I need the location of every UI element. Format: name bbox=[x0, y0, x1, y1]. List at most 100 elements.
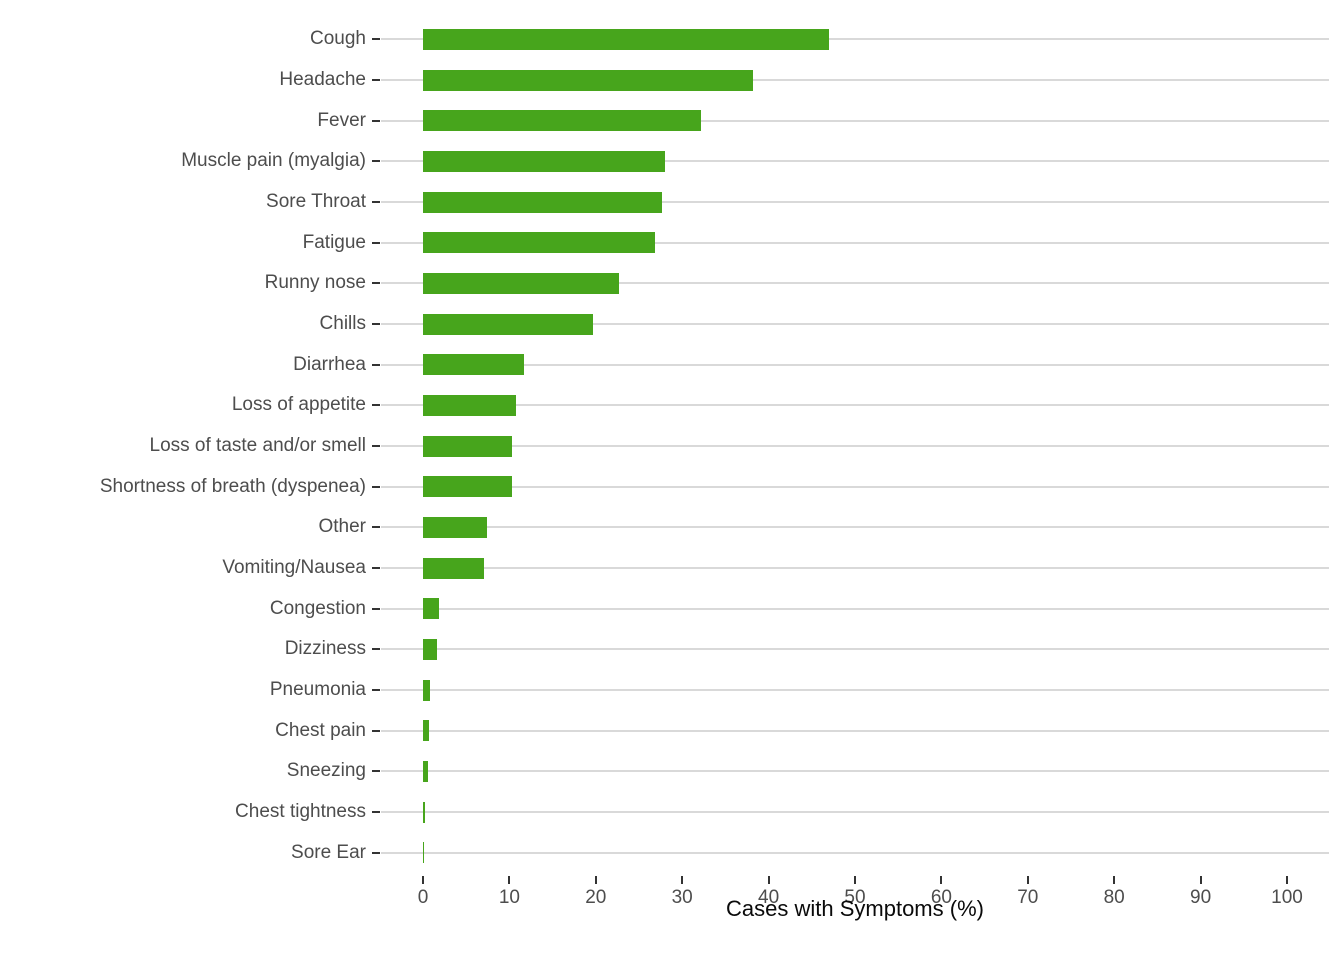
x-axis-tick-label: 0 bbox=[417, 887, 429, 908]
row-gridline bbox=[381, 445, 1329, 447]
y-axis-label: Dizziness bbox=[284, 638, 366, 660]
row-gridline bbox=[381, 851, 1329, 854]
row-gridline bbox=[381, 404, 1329, 407]
bar bbox=[423, 272, 620, 294]
x-axis-tick bbox=[422, 876, 424, 884]
row-gridline bbox=[381, 485, 1329, 488]
x-axis-tick-label: 10 bbox=[498, 887, 520, 908]
x-axis-tick-label: 80 bbox=[1103, 887, 1125, 908]
x-axis-tick-label: 70 bbox=[1017, 887, 1039, 908]
row-gridline bbox=[381, 160, 1329, 163]
row-gridline bbox=[381, 38, 1329, 41]
bar bbox=[423, 232, 655, 254]
y-axis-tick bbox=[372, 445, 380, 447]
y-axis-label: Shortness of breath (dyspenea) bbox=[99, 475, 366, 497]
x-axis-tick-label: 20 bbox=[585, 887, 607, 908]
y-axis-tick bbox=[372, 485, 380, 488]
y-axis-label: Pneumonia bbox=[269, 679, 366, 700]
chart-panel bbox=[381, 19, 1329, 873]
x-axis-tick bbox=[854, 876, 856, 884]
y-axis-label: Muscle pain (myalgia) bbox=[181, 150, 366, 172]
bar bbox=[423, 69, 754, 91]
row-gridline bbox=[381, 79, 1329, 81]
x-axis-tick-label: 40 bbox=[758, 887, 780, 908]
bar bbox=[423, 842, 424, 864]
x-axis-tick bbox=[940, 876, 943, 884]
y-axis-label: Diarrhea bbox=[293, 353, 366, 375]
y-axis-tick bbox=[372, 729, 380, 732]
x-axis-tick bbox=[767, 876, 770, 884]
bar bbox=[423, 801, 426, 823]
y-axis-tick bbox=[372, 160, 380, 163]
x-axis-tick bbox=[1113, 876, 1116, 884]
x-axis-tick bbox=[508, 876, 511, 884]
x-axis-tick bbox=[594, 876, 597, 884]
x-axis-title: Cases with Symptoms (%) bbox=[726, 896, 984, 921]
bar bbox=[423, 191, 663, 213]
row-gridline bbox=[381, 770, 1329, 773]
y-axis-label: Loss of appetite bbox=[231, 394, 366, 416]
x-axis-tick-label: 30 bbox=[671, 887, 693, 908]
y-axis-label: Fatigue bbox=[302, 231, 366, 253]
y-axis-tick bbox=[372, 770, 380, 773]
bar bbox=[423, 598, 440, 620]
y-axis-tick bbox=[372, 567, 380, 569]
y-axis-label: Chest tightness bbox=[235, 801, 366, 822]
y-axis-tick bbox=[372, 38, 380, 41]
row-gridline bbox=[381, 282, 1329, 285]
bar bbox=[423, 313, 594, 335]
row-gridline bbox=[381, 567, 1329, 569]
x-axis-tick bbox=[1026, 876, 1029, 884]
y-axis-label: Fever bbox=[317, 109, 366, 131]
row-gridline bbox=[381, 526, 1329, 529]
row-gridline bbox=[381, 648, 1329, 651]
bar bbox=[423, 557, 485, 579]
y-axis-tick bbox=[372, 404, 380, 407]
bar bbox=[423, 720, 430, 742]
x-axis-tick-label: 50 bbox=[844, 887, 866, 908]
row-gridline bbox=[381, 323, 1329, 325]
y-axis-tick bbox=[372, 851, 380, 854]
y-axis-tick bbox=[372, 648, 380, 651]
bar bbox=[423, 435, 512, 457]
x-axis: 0 10 20 30 40 50 60 70 80 90 100 bbox=[381, 873, 1329, 960]
y-axis-label: Headache bbox=[279, 69, 366, 90]
y-axis-label: Sore Throat bbox=[266, 191, 366, 212]
y-axis-label: Chest pain bbox=[275, 719, 366, 741]
y-axis-tick bbox=[372, 119, 380, 122]
y-axis-label: Sneezing bbox=[286, 760, 366, 782]
y-axis-tick bbox=[372, 526, 380, 529]
bar bbox=[423, 760, 429, 782]
y-axis-tick bbox=[372, 241, 380, 244]
bar bbox=[423, 354, 525, 376]
bar bbox=[423, 516, 487, 538]
y-axis-tick bbox=[372, 363, 380, 366]
bar bbox=[423, 638, 437, 660]
x-axis-tick-label: 60 bbox=[930, 887, 952, 908]
row-gridline bbox=[381, 689, 1329, 691]
y-axis-label: Congestion bbox=[269, 597, 366, 619]
y-axis-tick bbox=[372, 282, 380, 285]
row-gridline bbox=[381, 363, 1329, 366]
y-axis-label: Sore Ear bbox=[291, 841, 366, 863]
y-axis-label: Runny nose bbox=[264, 272, 366, 294]
bar bbox=[423, 476, 512, 498]
y-axis-tick bbox=[372, 323, 380, 325]
y-axis-tick bbox=[372, 811, 380, 813]
y-axis-tick bbox=[372, 201, 380, 203]
x-axis-tick bbox=[681, 876, 684, 884]
row-gridline bbox=[381, 201, 1329, 203]
bar bbox=[423, 110, 702, 132]
y-axis-label: Cough bbox=[310, 28, 366, 50]
y-axis-label: Vomiting/Nausea bbox=[222, 557, 366, 578]
bar bbox=[423, 28, 830, 50]
bar bbox=[423, 679, 430, 701]
y-axis-tick bbox=[372, 79, 380, 81]
y-axis-labels: Cough Headache Fever Muscle pain (myalgia) S… bbox=[0, 19, 380, 873]
x-axis-tick-label: 90 bbox=[1190, 887, 1212, 908]
row-gridline bbox=[381, 241, 1329, 244]
row-gridline bbox=[381, 119, 1329, 122]
y-axis-tick bbox=[372, 689, 380, 691]
bar bbox=[423, 394, 517, 416]
